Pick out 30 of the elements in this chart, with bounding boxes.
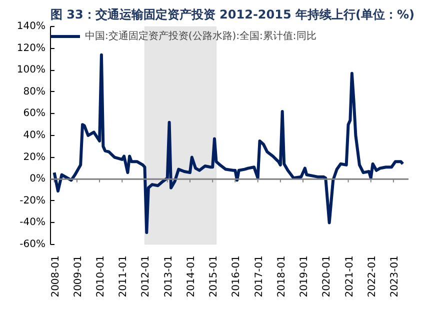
y-tick-label: 80% (23, 86, 46, 98)
y-tick-label: 0% (30, 174, 46, 185)
x-tick-label: 2017-01 (254, 255, 265, 298)
line-series (52, 53, 404, 234)
x-tick-label: 2011-01 (118, 255, 130, 298)
x-tick-label: 2021-01 (344, 255, 356, 298)
x-tick-label: 2013-01 (163, 255, 174, 298)
x-tick-label: 2015-01 (208, 255, 220, 298)
x-tick-label: 2023-01 (389, 255, 400, 298)
x-tick-label: 2022-01 (366, 255, 378, 298)
y-tick-label: 140% (16, 21, 46, 32)
y-tick-label: 60% (23, 108, 46, 120)
y-tick-label: 120% (16, 42, 46, 54)
x-tick-label: 2012-01 (140, 255, 152, 298)
y-tick-label: 40% (23, 130, 46, 141)
y-tick-label: 100% (16, 64, 46, 76)
y-tick-label: 20% (23, 152, 46, 163)
x-tick-label: 2008-01 (50, 255, 62, 298)
x-tick-label: 2018-01 (276, 255, 288, 298)
legend-label: 中国:交通固定资产投资(公路水路):全国:累计值:同比 (85, 30, 316, 43)
x-tick-label: 2016-01 (231, 255, 242, 298)
x-tick-label: 2019-01 (299, 255, 310, 298)
x-tick-label: 2010-01 (96, 255, 107, 298)
y-tick-label: -60% (20, 239, 46, 250)
y-tick-label: -20% (20, 195, 46, 206)
chart-title: 图 33：交通运输固定资产投资 2012-2015 年持续上行(单位：%) (50, 8, 415, 22)
x-tick-label: 2020-01 (322, 255, 333, 298)
x-tick-label: 2014-01 (186, 255, 197, 298)
x-tick-label: 2009-01 (72, 255, 84, 298)
y-tick-label: -40% (20, 217, 46, 228)
